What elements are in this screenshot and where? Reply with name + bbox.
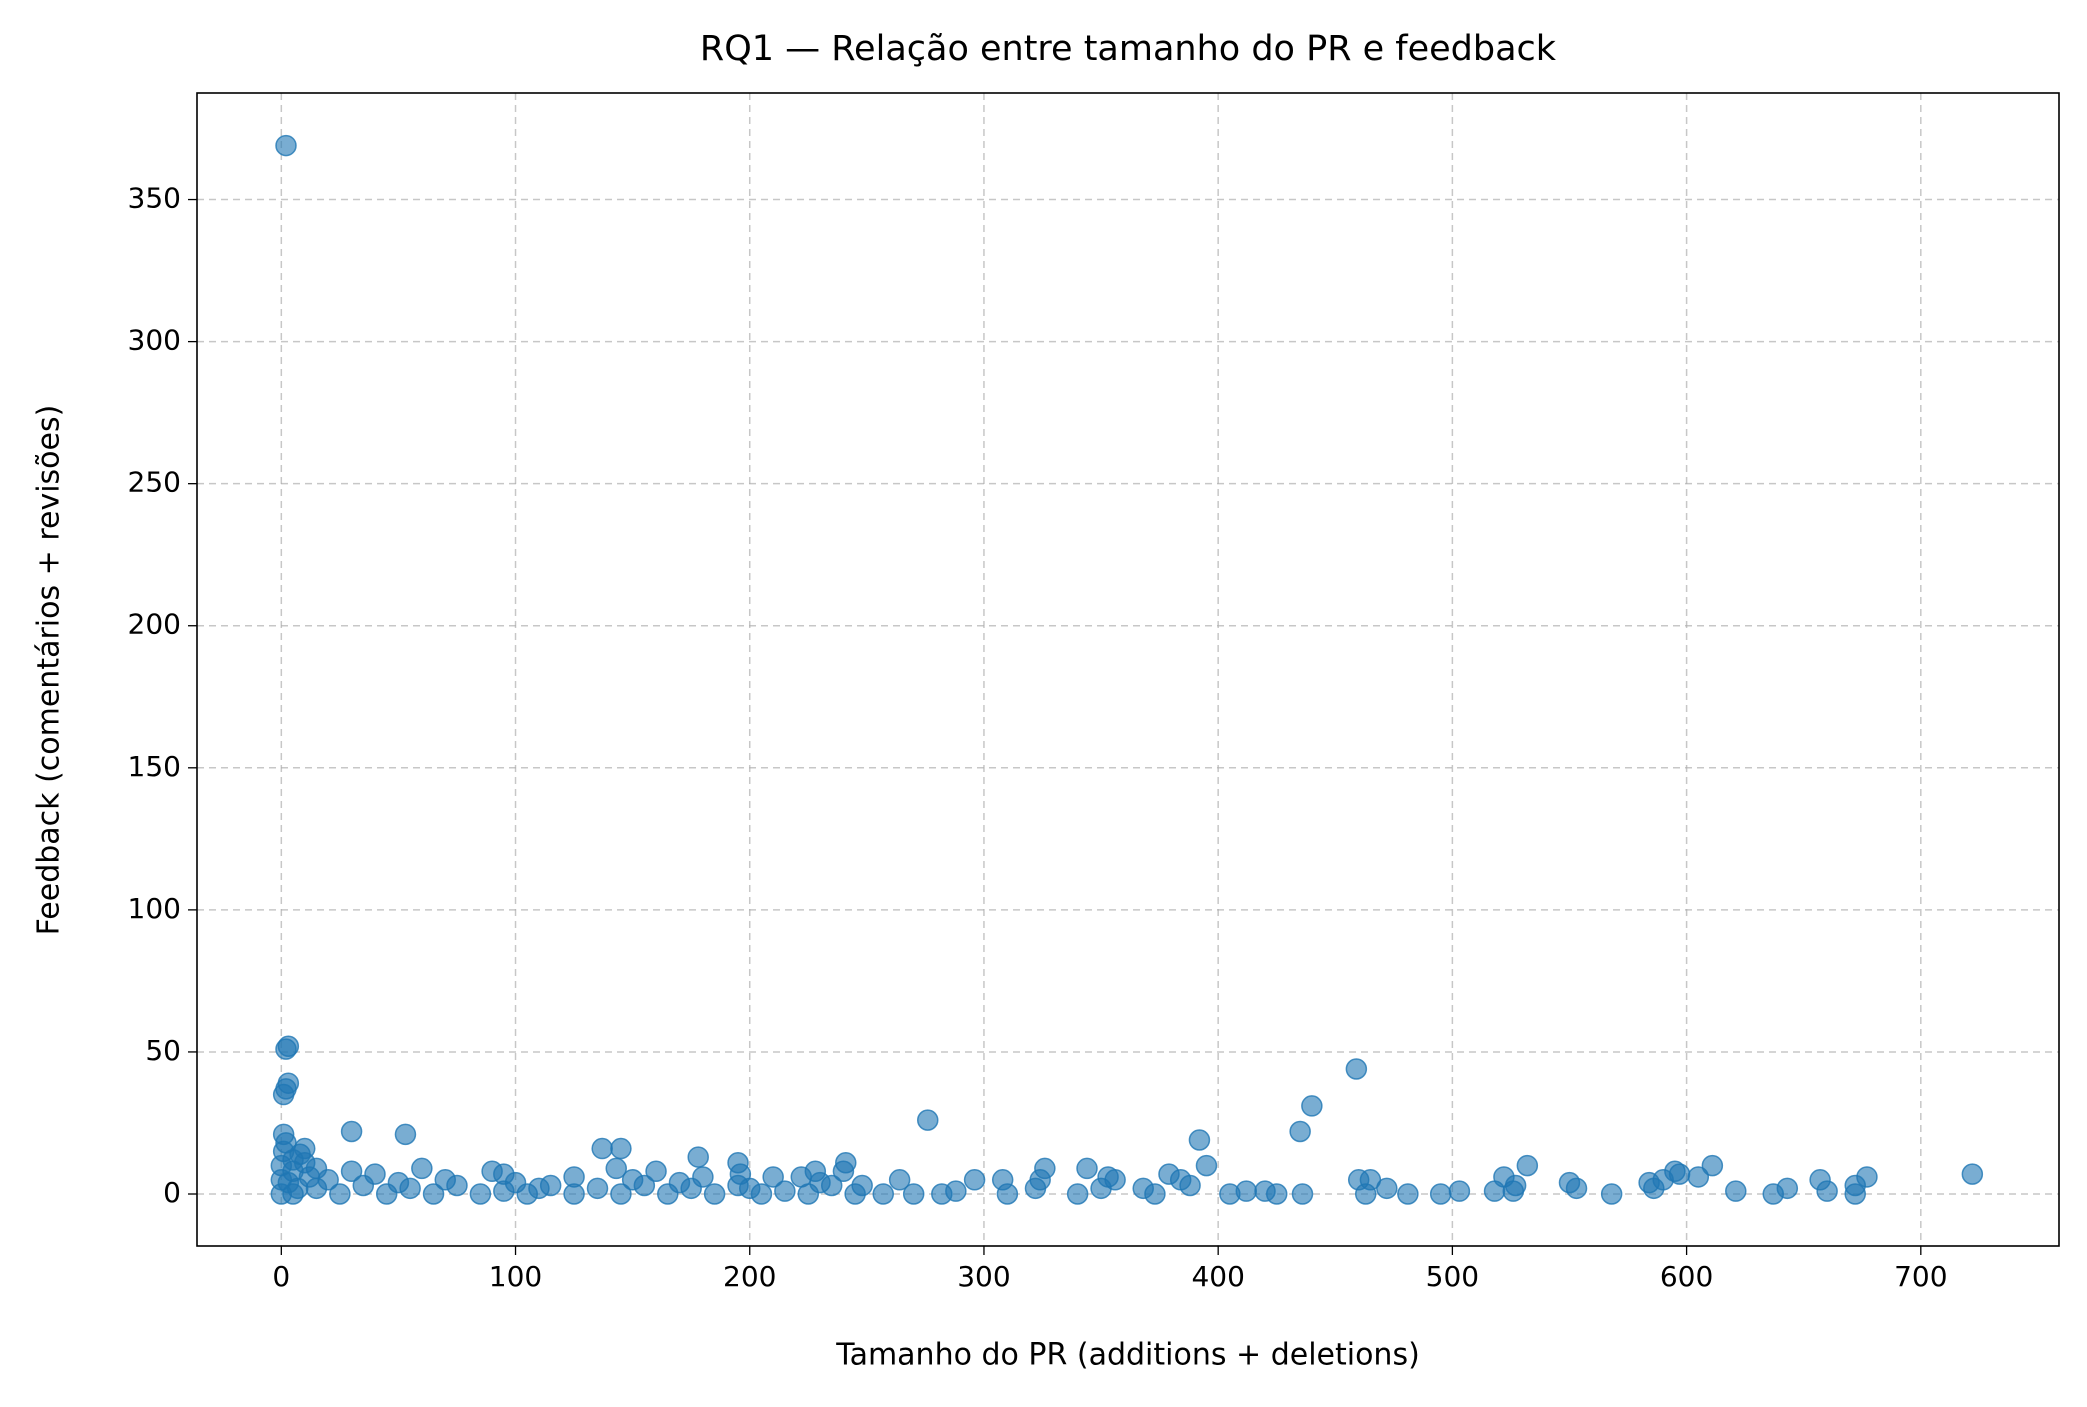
x-tick-label: 300: [957, 1260, 1010, 1293]
point: [329, 1183, 351, 1205]
chart-title: RQ1 — Relação entre tamanho do PR e feed…: [700, 29, 1557, 69]
x-tick-label: 600: [1660, 1260, 1713, 1293]
y-axis-label: Feedback (comentários + revisões): [32, 405, 67, 936]
point: [563, 1183, 585, 1205]
point: [1600, 1183, 1623, 1205]
point: [872, 1183, 894, 1205]
point: [394, 1123, 417, 1146]
point: [809, 1171, 831, 1194]
x-tick-label: 400: [1191, 1260, 1244, 1293]
point: [1024, 1177, 1047, 1200]
point: [1429, 1183, 1452, 1205]
x-tick-label: 200: [723, 1260, 776, 1293]
point: [1289, 1120, 1311, 1143]
point: [1448, 1180, 1471, 1202]
plot-frame: [196, 92, 2060, 1247]
point: [586, 1177, 609, 1200]
point: [991, 1169, 1014, 1191]
point: [1701, 1154, 1724, 1177]
y-tick-label: 50: [145, 1034, 181, 1067]
point: [272, 1083, 295, 1106]
point: [422, 1183, 445, 1205]
point: [340, 1120, 363, 1143]
point: [1090, 1177, 1112, 1200]
point: [1301, 1095, 1323, 1117]
point: [645, 1160, 667, 1183]
y-tick-label: 200: [128, 608, 181, 641]
point: [1188, 1129, 1211, 1151]
point: [1354, 1183, 1377, 1205]
point: [1345, 1058, 1368, 1080]
point: [621, 1169, 644, 1191]
point: [1254, 1180, 1276, 1202]
point: [1158, 1163, 1180, 1185]
point: [481, 1160, 503, 1183]
point: [289, 1143, 311, 1165]
point: [832, 1160, 855, 1183]
x-axis-label: Tamanho do PR (additions + deletions): [835, 1338, 1420, 1373]
point: [1397, 1183, 1419, 1205]
point: [668, 1171, 691, 1194]
x-tick-label: 0: [272, 1260, 290, 1293]
point: [1558, 1171, 1581, 1194]
point: [528, 1177, 550, 1200]
y-tick-label: 100: [128, 892, 181, 925]
point: [774, 1180, 796, 1202]
point: [902, 1183, 925, 1205]
point: [434, 1169, 457, 1191]
point: [387, 1171, 410, 1194]
point: [1643, 1177, 1665, 1200]
point: [1762, 1183, 1785, 1205]
point: [610, 1137, 632, 1160]
point: [1219, 1183, 1241, 1205]
point: [1516, 1154, 1539, 1177]
point: [1687, 1166, 1710, 1188]
point: [931, 1183, 953, 1205]
point: [687, 1146, 709, 1168]
point: [762, 1166, 784, 1188]
point: [605, 1157, 627, 1180]
y-tick-label: 300: [128, 324, 181, 357]
point: [275, 134, 297, 157]
point: [340, 1160, 363, 1183]
point: [1076, 1157, 1098, 1180]
point: [317, 1169, 339, 1191]
point: [963, 1169, 986, 1191]
y-tick-label: 150: [128, 750, 181, 783]
x-tick-label: 700: [1894, 1260, 1947, 1293]
point: [1725, 1180, 1747, 1202]
point: [1844, 1174, 1866, 1197]
point: [469, 1183, 492, 1205]
point: [1483, 1180, 1506, 1202]
point: [504, 1171, 527, 1194]
point: [1132, 1177, 1154, 1200]
point: [844, 1183, 866, 1205]
point: [610, 1183, 632, 1205]
point: [286, 1177, 309, 1200]
point: [1291, 1183, 1314, 1205]
point: [275, 1038, 297, 1060]
point: [1195, 1154, 1218, 1177]
x-tick-label: 500: [1426, 1260, 1479, 1293]
y-tick-label: 250: [128, 466, 181, 499]
point: [1961, 1163, 1984, 1185]
y-tick-label: 0: [163, 1176, 181, 1209]
point: [591, 1137, 613, 1160]
x-tick-label: 100: [489, 1260, 542, 1293]
point: [1816, 1180, 1838, 1202]
point: [1066, 1183, 1089, 1205]
point: [888, 1169, 911, 1191]
point: [738, 1177, 761, 1200]
point: [703, 1183, 726, 1205]
y-tick-label: 350: [128, 182, 181, 215]
point: [411, 1157, 433, 1180]
point: [352, 1174, 375, 1197]
point: [916, 1109, 939, 1131]
